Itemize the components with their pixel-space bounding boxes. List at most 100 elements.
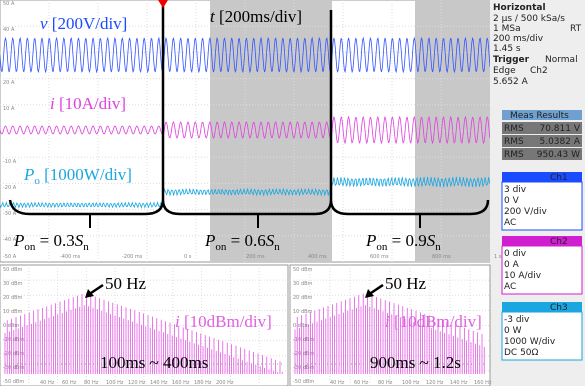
side-text: 0 div — [504, 249, 527, 259]
side-text: DC 50Ω — [504, 348, 539, 358]
y-tick-label: 20 dBm — [293, 295, 313, 301]
side-text: Horizontal — [493, 3, 546, 13]
x-tick-label: 140 Hz — [450, 380, 468, 386]
unit: [1000W/div] — [40, 165, 132, 184]
x-tick-label: 400 ms — [308, 254, 327, 260]
side-text: -3 div — [504, 315, 530, 325]
y-tick-label: -40 A — [3, 237, 17, 243]
x-tick-label: 100 Hz — [106, 380, 124, 386]
y-tick-label: 30 dBm — [3, 281, 23, 287]
x-tick-label: 80 Hz — [378, 380, 393, 386]
fft-label: i [10dBm/div] — [175, 312, 272, 331]
x-tick-label: 40 Hz — [330, 380, 345, 386]
x-tick-label: -200 ms — [122, 254, 143, 260]
x-tick-label: 180 Hz — [194, 380, 212, 386]
y-tick-label: -10 A — [3, 159, 17, 165]
x-tick-label: 100 Hz — [402, 380, 420, 386]
y-tick-label: 0 dBm — [293, 323, 309, 329]
side-text: Ch2 — [530, 66, 548, 76]
y-tick-label: -50 A — [3, 254, 17, 260]
unit: [10A/div] — [55, 94, 126, 113]
y-tick-label: 10 A — [3, 106, 15, 112]
side-text: RT — [570, 24, 582, 34]
stage-mid: = 0.9 — [387, 231, 426, 250]
channel-header — [502, 172, 582, 182]
side-text: 3 div — [504, 185, 527, 195]
side-text: 0 A — [504, 260, 520, 270]
x-tick-label: -400 ms — [60, 254, 81, 260]
x-tick-label: 160 Hz — [474, 380, 492, 386]
side-text: 10 A/div — [504, 271, 542, 281]
x-tick-label: 800 ms — [432, 254, 451, 260]
side-text: 5.0382 A — [539, 137, 580, 147]
side-text: 1.45 s — [493, 44, 521, 54]
stage-sub2: n — [83, 241, 89, 253]
side-text: 70.811 V — [539, 124, 580, 134]
x-tick-label: 80 Hz — [84, 380, 99, 386]
peak-label: 50 Hz — [105, 274, 147, 293]
stage-sub2: n — [274, 241, 280, 253]
sym: P — [23, 165, 34, 184]
side-text: AC — [504, 282, 516, 292]
side-text: 1000 W/div — [504, 337, 556, 347]
y-tick-label: -50 dBm — [3, 379, 24, 385]
y-tick-label: 0 dBm — [3, 323, 19, 329]
unit: [200ms/div] — [215, 7, 302, 26]
unit: [200V/div] — [48, 14, 128, 33]
side-text: Meas Results — [510, 111, 569, 121]
side-text: 1 MSa — [493, 24, 521, 34]
stage-sub: on — [24, 241, 36, 253]
stage-sym: P — [365, 231, 376, 250]
x-tick-label: 160 Hz — [172, 380, 190, 386]
x-tick-label: 0 s — [184, 254, 192, 260]
side-text: 0 V — [504, 196, 520, 206]
x-tick-label: 140 Hz — [150, 380, 168, 386]
stage-sub: on — [376, 241, 388, 253]
window-label: 100ms ~ 400ms — [100, 353, 208, 372]
p-label: Po [1000W/div] — [23, 165, 132, 187]
y-tick-label: 10 dBm — [293, 309, 313, 315]
x-tick-label: 40 Hz — [40, 380, 55, 386]
side-text: 950.43 W — [537, 150, 580, 160]
unit: [10dBm/div] — [180, 312, 272, 331]
x-tick-label: 120 Hz — [128, 380, 146, 386]
y-tick-label: -30 A — [3, 211, 17, 217]
side-text: AC — [504, 218, 516, 228]
peak-label: 50 Hz — [385, 274, 427, 293]
y-tick-label: 10 dBm — [3, 309, 23, 315]
side-text: 2 µs / 500 kSa/s — [493, 14, 565, 24]
side-text: 200 V/div — [504, 207, 547, 217]
side-text: RMS — [504, 137, 524, 147]
x-tick-label: 120 Hz — [426, 380, 444, 386]
y-tick-label: -50 dBm — [293, 379, 314, 385]
y-tick-label: 30 dBm — [293, 281, 313, 287]
y-tick-label: 50 dBm — [3, 267, 23, 273]
stage-sub2: n — [435, 241, 441, 253]
side-text: 0 W — [504, 326, 522, 336]
x-tick-label: 200 Hz — [216, 380, 234, 386]
x-tick-label: 60 Hz — [354, 380, 369, 386]
x-tick-label: 200 ms — [246, 254, 265, 260]
t-label: t [200ms/div] — [210, 7, 302, 26]
x-tick-label: 1 s — [494, 254, 502, 260]
channel-header — [502, 302, 582, 312]
y-tick-label: 40 A — [3, 27, 15, 33]
x-tick-label: 600 ms — [370, 254, 389, 260]
side-text: 5.652 A — [493, 77, 529, 87]
stage-mid: = 0.6 — [226, 231, 265, 250]
stage-sym: P — [204, 231, 215, 250]
y-tick-label: 50 dBm — [293, 267, 313, 273]
side-text: RMS — [504, 150, 524, 160]
window-label: 900ms ~ 1.2s — [370, 353, 461, 372]
stage-sub: on — [215, 241, 227, 253]
y-tick-label: 20 dBm — [3, 295, 23, 301]
y-tick-label: 20 A — [3, 80, 15, 86]
side-text: Trigger — [493, 55, 530, 65]
channel-header — [502, 236, 582, 246]
y-tick-label: 50 A — [3, 1, 15, 7]
side-text: 200 ms/div — [493, 34, 544, 44]
v-label: v [200V/div] — [40, 14, 127, 33]
side-text: Normal — [545, 55, 578, 65]
fft-label: i [10dBm/div] — [385, 312, 482, 331]
i-label: i [10A/div] — [50, 94, 126, 113]
